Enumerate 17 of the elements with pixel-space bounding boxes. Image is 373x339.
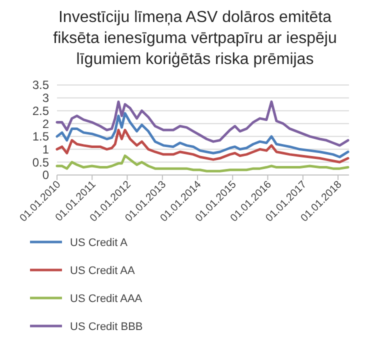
y-tick-label: 0.5 xyxy=(32,155,50,170)
legend-label: US Credit AA xyxy=(70,264,136,277)
chart-title: Investīciju līmeņa ASV dolāros emitēta fiksēta ienesīguma vērtpapīru ar iespēju līgumiem koriģētās riska prēmijas xyxy=(53,9,337,68)
line-series xyxy=(56,100,350,147)
y-tick-label: 2.5 xyxy=(32,104,50,118)
legend-label: US Credit A xyxy=(70,236,128,249)
y-tick-label: 3 xyxy=(42,91,50,106)
y-tick-label: 1.5 xyxy=(32,130,50,144)
y-tick-label: 0 xyxy=(42,168,50,182)
legend-label: US Credit BBB xyxy=(70,320,143,333)
line-series xyxy=(56,154,350,172)
y-tick-label: 3.5 xyxy=(32,78,50,92)
y-tick-label: 2 xyxy=(42,116,50,131)
legend-label: US Credit AAA xyxy=(70,292,143,305)
y-tick-label: 1 xyxy=(42,142,50,156)
line-series xyxy=(56,128,350,164)
line-series xyxy=(56,112,350,158)
